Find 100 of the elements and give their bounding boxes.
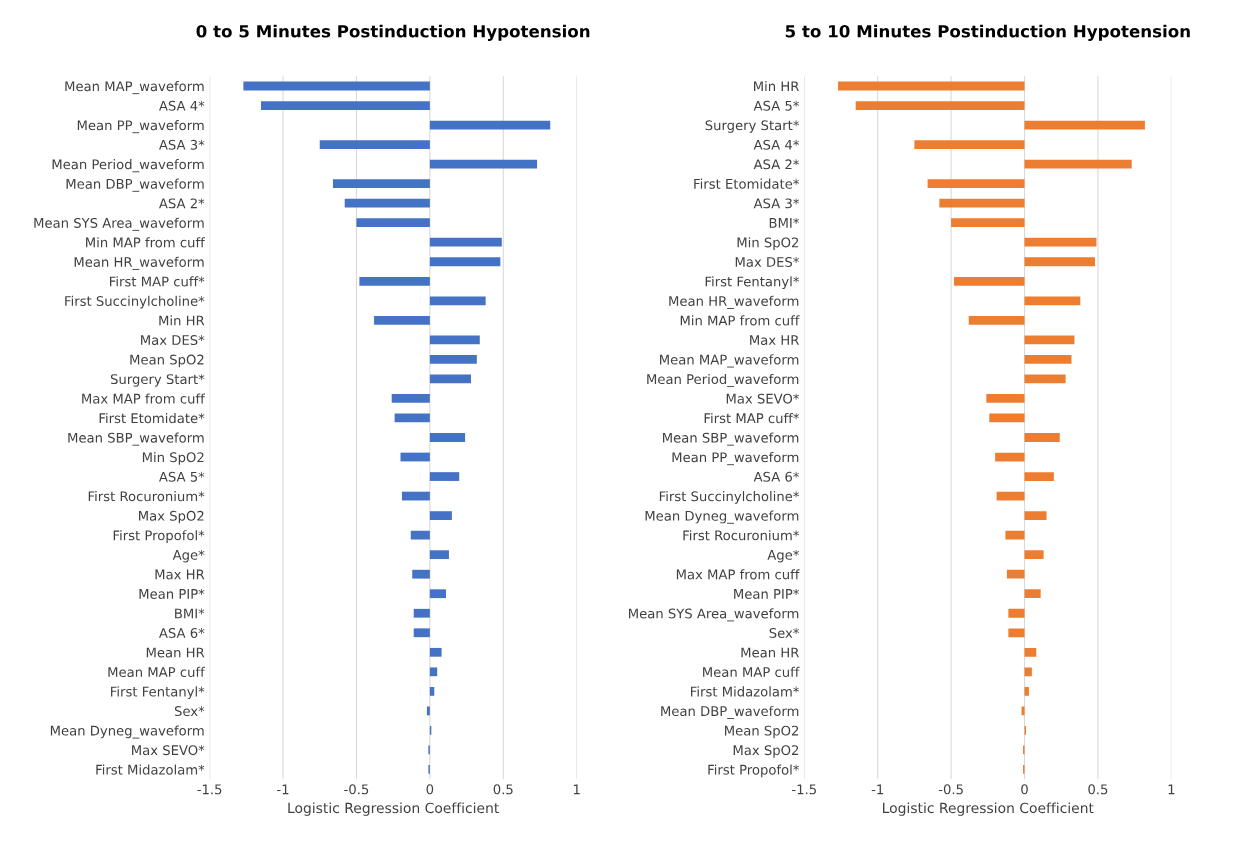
- y-tick-label: First Midazolam*: [96, 764, 205, 775]
- y-tick-label: Max SpO2: [139, 510, 204, 524]
- x-tick-label: 1: [573, 784, 580, 795]
- y-tick-label: First Succinylcholine*: [659, 491, 800, 504]
- y-tick-label: Mean SBP_waveform: [68, 432, 204, 446]
- y-tick-label: First Propofol*: [708, 764, 800, 778]
- y-tick-label: Mean PIP*: [139, 588, 205, 599]
- bar: [413, 628, 430, 638]
- y-tick-label: Min MAP from cuff: [86, 237, 206, 248]
- y-tick-label: ASA 4*: [158, 100, 205, 111]
- y-tick-label: First Fentanyl*: [705, 276, 800, 290]
- bar: [429, 237, 502, 247]
- bar: [1024, 589, 1041, 599]
- bar: [1021, 706, 1025, 716]
- bar: [429, 511, 452, 521]
- x-tick-label: 1: [1168, 784, 1175, 795]
- y-tick-label: Mean MAP_waveform: [660, 354, 799, 368]
- chart-title: 0 to 5 Minutes Postinduction Hypotension: [196, 24, 590, 41]
- bar: [426, 706, 430, 716]
- y-tick-label: Mean Dyneg_waveform: [50, 725, 204, 739]
- y-tick-label: Max MAP from cuff: [676, 569, 800, 580]
- y-tick-label: ASA 6*: [158, 628, 205, 638]
- bar: [344, 198, 430, 208]
- x-tick-label: -1: [277, 784, 289, 795]
- bar: [855, 101, 1025, 110]
- y-tick-label: Mean HR_waveform: [669, 295, 799, 309]
- y-tick-label: Mean PP_waveform: [77, 120, 204, 134]
- y-tick-label: Mean MAP_waveform: [65, 80, 204, 95]
- y-tick-label: Min HR: [754, 80, 800, 92]
- bar: [356, 218, 430, 228]
- bar: [429, 647, 442, 657]
- bar: [1008, 608, 1025, 618]
- x-tick-label: -0.5: [344, 784, 369, 795]
- y-tick-label: Min MAP from cuff: [680, 315, 800, 326]
- y-tick-label: ASA 4*: [753, 139, 800, 150]
- x-tick-label: -1.5: [197, 784, 222, 795]
- y-tick-label: Mean PIP*: [734, 588, 800, 599]
- bar: [1024, 433, 1060, 442]
- y-tick-label: Age*: [767, 549, 800, 563]
- bar: [429, 335, 480, 345]
- y-tick-label: Max SEVO*: [726, 393, 800, 404]
- y-tick-label: Min HR: [159, 315, 205, 326]
- bar: [243, 81, 430, 91]
- y-tick-label: Max MAP from cuff: [82, 393, 205, 404]
- x-tick-label: -1: [871, 784, 884, 795]
- bar: [429, 472, 460, 481]
- x-tick-label: 0: [1021, 784, 1028, 795]
- bar: [989, 413, 1025, 423]
- y-tick-label: BMI*: [175, 608, 205, 619]
- bar: [374, 315, 430, 325]
- bar: [1008, 628, 1025, 638]
- bar: [995, 452, 1025, 462]
- y-tick-label: ASA 2*: [753, 159, 800, 170]
- bar: [410, 530, 430, 540]
- y-tick-label: Mean SYS Area_waveform: [34, 217, 204, 231]
- bar: [1024, 472, 1054, 481]
- y-tick-label: Mean DBP_waveform: [661, 705, 799, 720]
- x-tick-label: -1.5: [792, 784, 816, 795]
- y-tick-label: Mean DBP_waveform: [66, 178, 204, 192]
- bar: [939, 198, 1025, 208]
- bar: [429, 159, 538, 169]
- bar: [412, 569, 430, 579]
- y-tick-label: ASA 5*: [158, 471, 205, 482]
- bar: [261, 101, 430, 110]
- bar: [1024, 296, 1081, 306]
- bar: [1006, 569, 1025, 579]
- bar: [951, 218, 1025, 228]
- bar: [401, 491, 430, 501]
- y-tick-label: Mean MAP cuff: [108, 666, 205, 678]
- y-tick-label: BMI*: [769, 217, 800, 228]
- y-tick-label: First Fentanyl*: [111, 686, 205, 700]
- y-tick-label: First MAP cuff*: [110, 276, 205, 287]
- bar: [1024, 237, 1097, 247]
- y-tick-label: Surgery Start*: [705, 120, 800, 133]
- bar: [1024, 354, 1072, 364]
- y-tick-label: Max HR: [750, 335, 800, 346]
- bar: [429, 550, 449, 560]
- y-tick-label: Mean Period_waveform: [647, 373, 799, 388]
- bar: [1024, 647, 1037, 657]
- y-tick-label: Mean HR: [741, 647, 800, 658]
- bar: [332, 179, 430, 189]
- y-tick-label: ASA 2*: [158, 198, 205, 209]
- y-tick-label: ASA 5*: [753, 100, 800, 111]
- bar: [1024, 374, 1066, 384]
- bar: [359, 276, 430, 286]
- y-tick-label: First Rocuronium*: [88, 491, 205, 502]
- y-tick-label: Min SpO2: [142, 452, 204, 465]
- chart-title: 5 to 10 Minutes Postinduction Hypotension: [785, 24, 1190, 41]
- bar: [1005, 530, 1025, 540]
- bar: [1024, 511, 1047, 521]
- y-tick-label: Mean HR: [146, 647, 205, 658]
- y-tick-label: First Propofol*: [113, 530, 205, 543]
- x-tick-label: 0.5: [493, 784, 513, 795]
- bar: [429, 374, 471, 384]
- bar: [996, 491, 1025, 501]
- bar: [986, 394, 1025, 403]
- y-tick-label: Max DES*: [141, 335, 205, 346]
- bar: [1024, 686, 1029, 696]
- bar: [429, 120, 551, 130]
- bar: [1024, 120, 1145, 130]
